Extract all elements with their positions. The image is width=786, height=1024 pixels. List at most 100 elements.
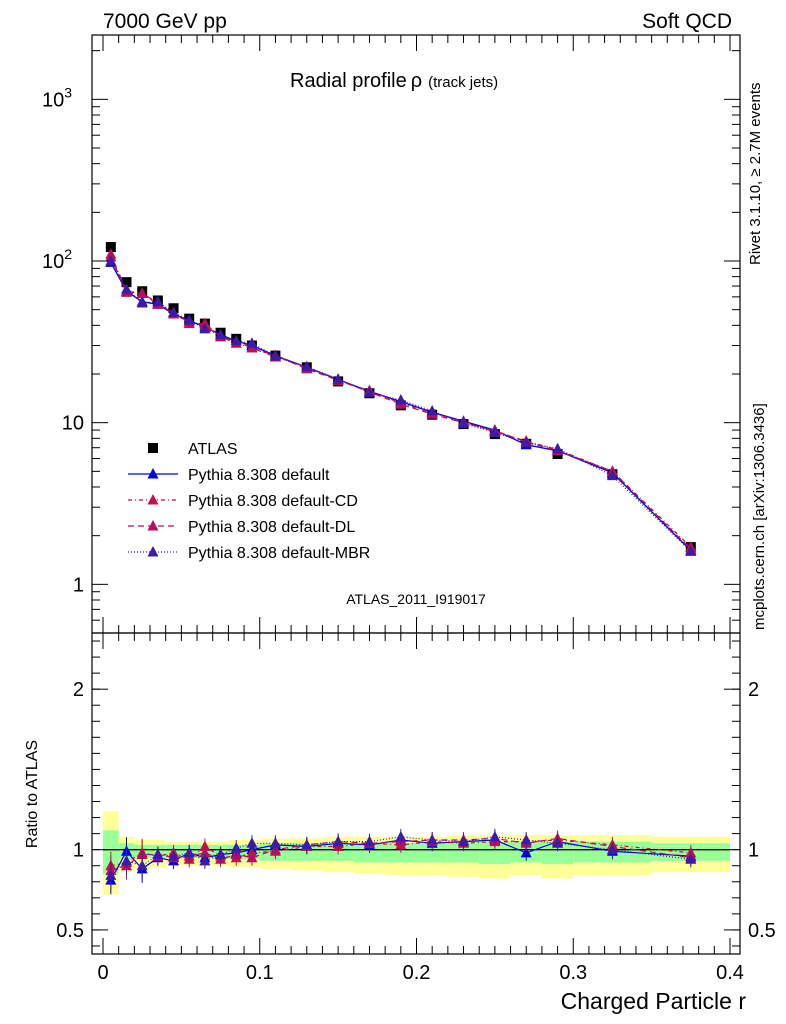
ratio-series-line-0 [110, 839, 691, 881]
ratio-point [332, 835, 344, 847]
legend-label: ATLAS [188, 441, 238, 458]
ratio-point [520, 834, 532, 845]
ratio-series-line-1 [110, 839, 691, 867]
legend-marker [147, 520, 159, 531]
data-point [301, 360, 313, 372]
uncertainty-band-inner [541, 841, 574, 865]
rivet-label: Rivet 3.1.10, ≥ 2.7M events [747, 83, 764, 266]
y-tick-label: 10 [62, 413, 84, 435]
data-point [183, 314, 195, 325]
data-point [606, 469, 618, 481]
ratio-point [121, 854, 133, 866]
uncertainty-band-inner [385, 843, 417, 863]
data-point [105, 255, 117, 266]
y-tick-label: 102 [42, 246, 72, 273]
data-point [230, 335, 242, 346]
data-point [489, 426, 501, 437]
legend-marker [148, 443, 158, 453]
ratio-point [606, 843, 618, 855]
data-point [105, 242, 116, 253]
data-point [121, 283, 133, 294]
main-frame [91, 34, 741, 634]
data-point [199, 322, 211, 334]
main-ticks: 1 10 102 103 [42, 35, 740, 634]
ratio-y-tick-label-right: 0.5 [748, 920, 776, 942]
main-panel: 1 10 102 103 Radial profile ρ (track jets) AT… [42, 34, 741, 634]
data-point [269, 350, 281, 361]
main-title-text: Radial profile [290, 70, 407, 92]
x-tick-label: 0 [97, 962, 108, 984]
series-line-3 [110, 256, 692, 550]
ratio-point [363, 835, 375, 847]
series-4 [105, 255, 697, 556]
legend-label: Pythia 8.308 default-CD [188, 493, 358, 510]
legend-marker [147, 468, 159, 479]
ratio-point [152, 848, 164, 859]
main-title-symbol: ρ [411, 70, 422, 92]
data-point [246, 337, 258, 348]
ratio-point [199, 854, 211, 866]
header-left: 7000 GeV pp [103, 10, 227, 33]
analysis-watermark: ATLAS_2011_I919017 [346, 591, 486, 607]
ratio-frame [91, 632, 741, 955]
legend-marker [147, 546, 159, 557]
ratio-point [246, 851, 258, 863]
legend-label: Pythia 8.308 default [188, 467, 330, 484]
x-tick-label: 0.1 [246, 962, 274, 984]
ratio-y-tick-label: 0.5 [56, 920, 84, 942]
ratio-series-3 [105, 828, 697, 890]
x-axis-label: Charged Particle r [561, 988, 747, 1014]
ratio-y-tick-label-right: 2 [748, 679, 759, 701]
mcplots-label: mcplots.cern.ch [arXiv:1306.3436] [751, 403, 768, 630]
series-line-4 [110, 260, 692, 552]
ratio-point [136, 859, 148, 871]
y-tick-label: 1 [73, 574, 84, 596]
x-tick-label: 0.4 [716, 962, 744, 984]
ratio-y-tick-label-right: 1 [748, 840, 759, 862]
data-point [458, 417, 470, 428]
ratio-y-tick-label: 2 [73, 679, 84, 701]
uncertainty-band-inner [416, 843, 448, 863]
legend: ATLAS Pythia 8.308 default Pythia 8.308 de… [128, 441, 370, 562]
ratio-point [168, 850, 180, 861]
header-right: Soft QCD [642, 10, 732, 33]
ratio-y-tick-label: 1 [73, 840, 84, 862]
legend-marker [147, 494, 159, 505]
data-point [136, 287, 148, 298]
data-point [395, 394, 407, 405]
data-point [552, 442, 564, 454]
ratio-point [458, 835, 470, 847]
uncertainty-band-inner [479, 841, 511, 865]
data-point [168, 306, 180, 318]
x-tick-label: 0.3 [559, 962, 587, 984]
data-point [136, 296, 148, 308]
data-point [215, 328, 227, 340]
data-point [332, 373, 344, 384]
ratio-point [426, 834, 438, 845]
y-tick-label: 103 [42, 84, 72, 111]
data-point [152, 295, 164, 307]
uncertainty-band-inner [447, 841, 480, 863]
legend-label: Pythia 8.308 default-MBR [188, 545, 370, 562]
ratio-panel: 0.5 0.5 1 1 2 2 0 0.1 0.2 0.3 0.4 Ratio to ATLAS C… [24, 632, 776, 1014]
ratio-point [552, 837, 564, 848]
ratio-point [246, 837, 258, 848]
ratio-point [230, 842, 242, 853]
ratio-marks [105, 828, 697, 895]
main-marks [105, 242, 697, 556]
ratio-point [395, 830, 407, 842]
ratio-point [215, 848, 227, 859]
data-point [685, 545, 697, 556]
main-title: Radial profile ρ (track jets) [290, 70, 498, 92]
data-point [121, 277, 132, 288]
data-point [426, 405, 438, 416]
main-title-suffix: (track jets) [428, 74, 498, 91]
data-point [363, 386, 375, 397]
ratio-point [301, 838, 313, 850]
uncertainty-band-inner [353, 843, 386, 863]
ratio-ylabel: Ratio to ATLAS [24, 740, 41, 848]
ratio-point [199, 846, 211, 858]
ratio-ticks: 0.5 0.5 1 1 2 2 0 0.1 0.2 0.3 0.4 [56, 633, 776, 984]
ratio-point [520, 846, 532, 858]
